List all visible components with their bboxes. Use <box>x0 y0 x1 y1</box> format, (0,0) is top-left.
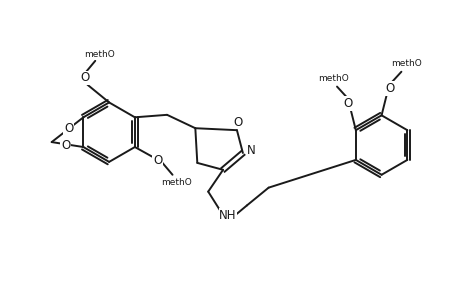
Text: methO: methO <box>317 74 347 83</box>
Text: O: O <box>64 122 73 135</box>
Text: O: O <box>233 116 242 129</box>
Text: methO: methO <box>84 50 114 59</box>
Text: O: O <box>342 97 352 110</box>
Text: O: O <box>61 139 70 152</box>
Text: O: O <box>80 71 90 84</box>
Text: methO: methO <box>161 178 191 187</box>
Text: O: O <box>385 82 394 95</box>
Text: N: N <box>246 145 255 158</box>
Text: NH: NH <box>219 209 236 222</box>
Text: methO: methO <box>390 59 421 68</box>
Text: O: O <box>153 154 162 167</box>
